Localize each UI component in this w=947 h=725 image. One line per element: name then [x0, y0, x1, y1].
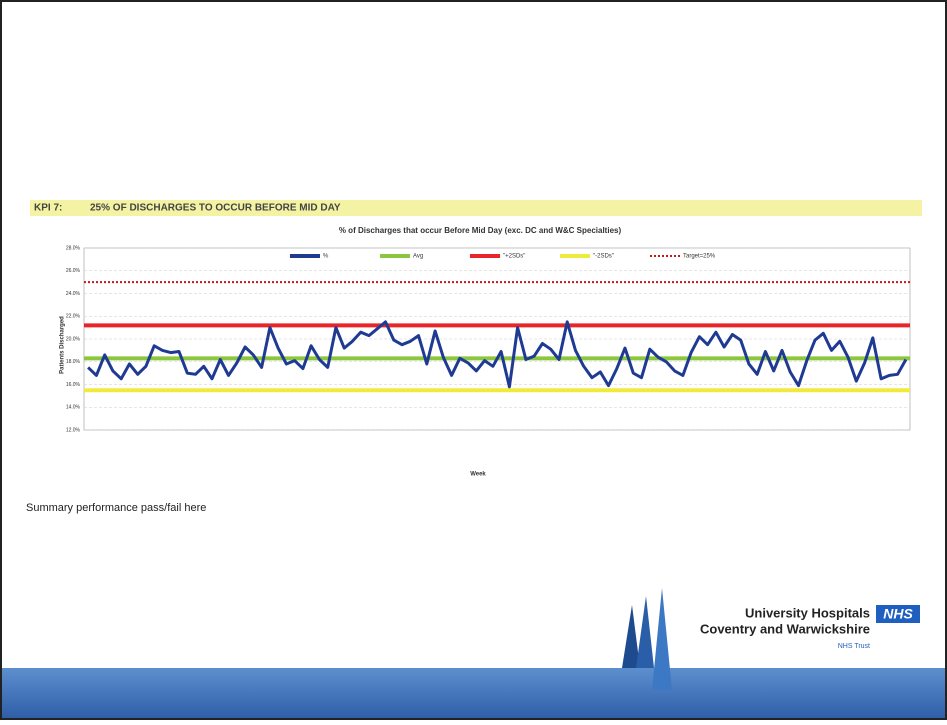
x-axis-label: Week — [470, 472, 486, 478]
y-tick-label: 12.0% — [66, 427, 81, 433]
legend-label: "+2SDs" — [503, 254, 525, 260]
y-tick-label: 18.0% — [66, 359, 81, 365]
y-tick-label: 22.0% — [66, 314, 81, 320]
y-axis-label: Patients Discharged — [60, 316, 66, 374]
y-tick-label: 26.0% — [66, 268, 81, 274]
legend-label: % — [323, 254, 329, 260]
legend-label: Avg — [413, 254, 423, 260]
y-tick-label: 14.0% — [66, 405, 81, 411]
footer-band — [2, 668, 945, 718]
nhs-badge-text: NHS — [883, 606, 913, 622]
nhs-trust: NHS Trust — [838, 643, 870, 650]
y-tick-label: 28.0% — [66, 245, 81, 251]
chart-title: % of Discharges that occur Before Mid Da… — [339, 226, 622, 235]
legend-label: Target=25% — [683, 254, 716, 260]
summary-text: Summary performance pass/fail here — [26, 502, 206, 514]
kpi-title: 25% OF DISCHARGES TO OCCUR BEFORE MID DA… — [90, 203, 341, 214]
kpi-label: KPI 7: — [34, 203, 62, 214]
logo-line2: Coventry and Warwickshire — [700, 621, 870, 636]
y-tick-label: 16.0% — [66, 382, 81, 388]
y-tick-label: 24.0% — [66, 291, 81, 297]
logo-line1: University Hospitals — [745, 605, 870, 620]
y-tick-label: 20.0% — [66, 336, 81, 342]
legend-label: "-2SDs" — [593, 254, 614, 260]
slide: KPI 7: 25% OF DISCHARGES TO OCCUR BEFORE… — [0, 0, 947, 720]
